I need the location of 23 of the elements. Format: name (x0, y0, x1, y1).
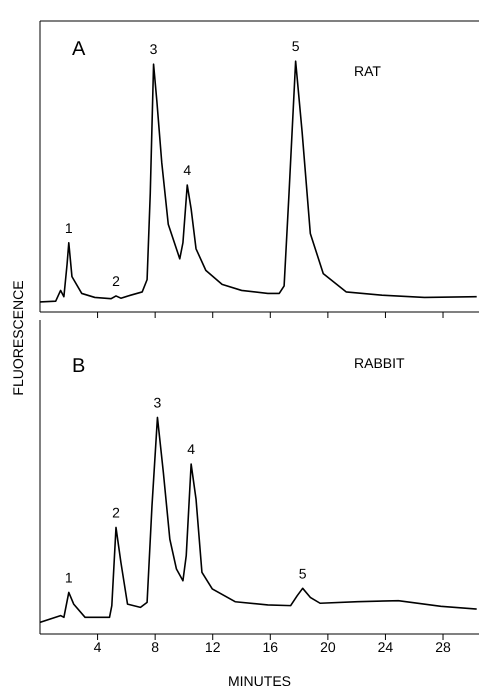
x-tick-label: 12 (204, 638, 221, 655)
annotation: 1 (64, 220, 73, 236)
annotation: 1 (64, 569, 73, 586)
annotation: 3 (150, 41, 158, 58)
annotation: 2 (112, 272, 120, 289)
annotation: 2 (112, 504, 120, 520)
annotation: 5 (298, 565, 307, 582)
x-tick-label: 4 (94, 638, 102, 655)
x-tick-label: 24 (378, 638, 394, 655)
text: A (72, 38, 86, 61)
text: B (72, 355, 86, 378)
annotation: 3 (154, 394, 162, 410)
x-tick-label: 8 (151, 638, 160, 655)
text: RABBIT (354, 355, 405, 371)
annotation: 4 (183, 162, 192, 178)
annotation: RAT (354, 63, 381, 79)
annotation: 4 (187, 441, 196, 458)
x-tick-label: 20 (320, 638, 336, 655)
x-tick-label: 28 (435, 638, 452, 655)
annotation: 5 (292, 38, 300, 54)
y-axis-title: FLUORESCENCE (10, 280, 26, 396)
x-axis-title: MINUTES (228, 673, 291, 689)
x-tick-label: 16 (262, 638, 278, 655)
